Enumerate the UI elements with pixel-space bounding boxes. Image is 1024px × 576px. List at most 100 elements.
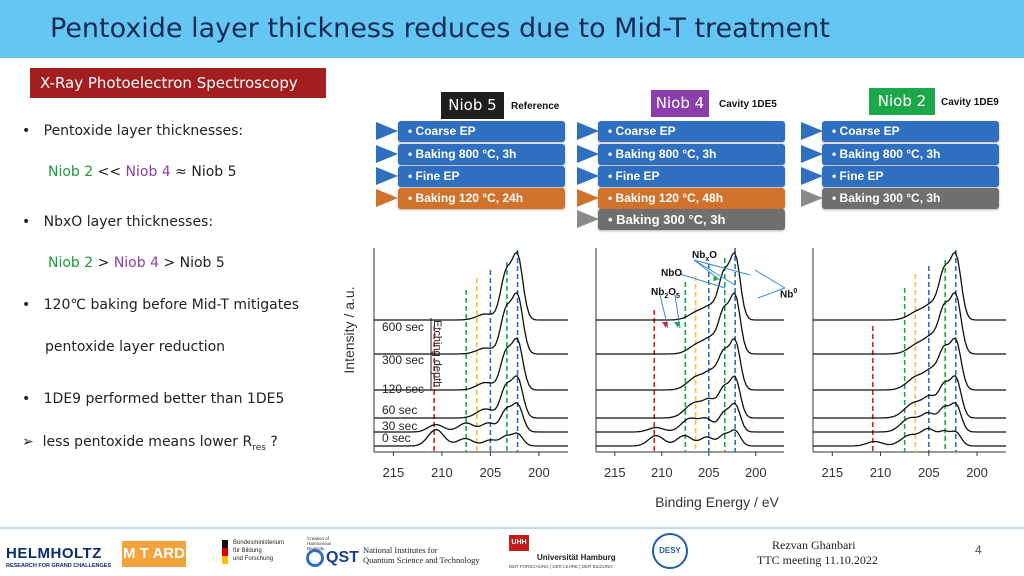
x-tick-label: 205 bbox=[480, 465, 502, 480]
step-arrow-icon bbox=[577, 189, 599, 207]
process-step-label: Baking 800 °C, 3h bbox=[839, 147, 941, 161]
etch-time-label: 300 sec bbox=[382, 353, 424, 367]
step-arrow-icon bbox=[376, 122, 398, 140]
bullet-rres: ➢ less pentoxide means lower Rres ? bbox=[22, 434, 278, 453]
step-arrow-icon bbox=[801, 189, 823, 207]
sample-label-0: Niob 5 bbox=[441, 92, 504, 119]
step-arrow-icon bbox=[376, 145, 398, 163]
uhh-logo-icon: UHH bbox=[509, 535, 529, 551]
footer-divider bbox=[0, 527, 1024, 529]
annotation-pointer bbox=[679, 273, 726, 289]
bullet-1de9: • 1DE9 performed better than 1DE5 bbox=[22, 391, 285, 407]
page-number: 4 bbox=[975, 543, 982, 557]
step-arrow-icon bbox=[577, 167, 599, 185]
x-tick-label: 210 bbox=[651, 465, 673, 480]
process-step-label: Coarse EP bbox=[415, 124, 476, 138]
sample-note-1: Cavity 1DE5 bbox=[719, 99, 777, 110]
bullet-baking-cont: pentoxide layer reduction bbox=[45, 339, 226, 355]
process-step-label: Baking 800 °C, 3h bbox=[415, 147, 517, 161]
process-step-label: Coarse EP bbox=[615, 124, 676, 138]
qst-tagline: Creation of Harmonious Diversity bbox=[307, 536, 332, 551]
spectrum-line bbox=[596, 337, 784, 391]
spectrum-line bbox=[374, 337, 568, 391]
process-step: • Coarse EP bbox=[598, 121, 785, 142]
sample-label-2: Niob 2 bbox=[869, 88, 935, 115]
bmbf-flag-icon bbox=[222, 540, 228, 564]
annotation-pointer bbox=[693, 259, 721, 281]
process-step-label: Coarse EP bbox=[839, 124, 900, 138]
process-step: • Fine EP bbox=[398, 166, 565, 187]
spectrum-line bbox=[813, 291, 1006, 355]
step-arrow-icon bbox=[376, 189, 398, 207]
spectrum-line bbox=[596, 429, 784, 447]
process-step-label: Baking 120 °C, 48h bbox=[615, 191, 724, 205]
helmholtz-logo: HELMHOLTZ bbox=[6, 545, 102, 562]
nb0-annotation: Nb0 bbox=[780, 288, 798, 301]
x-tick-label: 205 bbox=[918, 465, 940, 480]
process-step-label: Baking 300 °C, 3h bbox=[616, 212, 726, 227]
etch-time-label: 30 sec bbox=[382, 419, 417, 433]
spectrum-line bbox=[596, 251, 784, 321]
process-step-label: Fine EP bbox=[615, 169, 660, 183]
step-arrow-icon bbox=[801, 167, 823, 185]
uhh-tagline: DER FORSCHUNG | DER LEHRE | DER BILDUNG bbox=[509, 564, 613, 569]
bullet-baking: • 120℃ baking before Mid-T mitigates bbox=[22, 297, 300, 313]
step-arrow-icon bbox=[577, 210, 599, 228]
process-step: • Baking 800 °C, 3h bbox=[822, 144, 999, 165]
step-arrow-icon bbox=[376, 167, 398, 185]
uhh-logo: Universität Hamburg bbox=[537, 553, 616, 562]
process-step: • Fine EP bbox=[822, 166, 999, 187]
process-step-label: Baking 800 °C, 3h bbox=[615, 147, 717, 161]
process-step: • Baking 120 °C, 24h bbox=[398, 188, 565, 209]
bmbf-logo: Bundesministerium für Bildung und Forschun… bbox=[233, 540, 285, 562]
helmholtz-tagline: RESEARCH FOR GRAND CHALLENGES bbox=[6, 563, 112, 569]
spectrum-line bbox=[596, 291, 784, 355]
spectrum-line bbox=[813, 337, 1006, 391]
bullet-nbxo: • NbxO layer thicknesses: bbox=[22, 214, 214, 230]
nbo-annotation: NbO bbox=[661, 268, 683, 279]
process-step: • Baking 120 °C, 48h bbox=[598, 188, 785, 209]
process-step: • Fine EP bbox=[598, 166, 785, 187]
x-tick-label: 205 bbox=[698, 465, 720, 480]
annotation-arrow-icon bbox=[662, 322, 668, 328]
process-step: • Baking 300 °C, 3h bbox=[598, 209, 785, 230]
spectrum-line bbox=[374, 428, 568, 447]
author-name: Rezvan Ghanbari bbox=[772, 538, 856, 552]
x-tick-label: 200 bbox=[745, 465, 767, 480]
spectrum-line bbox=[813, 401, 1006, 433]
annotation-pointer bbox=[693, 259, 736, 286]
xps-chart: Intensity / a.u. Binding Energy / eV 215… bbox=[341, 248, 1006, 510]
x-tick-label: 200 bbox=[966, 465, 988, 480]
pentoxide-comparison: Niob 2 << Niob 4 ≈ Niob 5 bbox=[48, 164, 237, 180]
spectrum-line bbox=[813, 427, 1006, 447]
spectrum-line bbox=[813, 251, 1006, 321]
step-arrow-icon bbox=[577, 122, 599, 140]
qst-logo: QST bbox=[326, 549, 359, 566]
x-axis-label: Binding Energy / eV bbox=[655, 494, 779, 510]
spectrum-line bbox=[374, 402, 568, 433]
etch-time-label: 120 sec bbox=[382, 382, 424, 396]
process-step: • Coarse EP bbox=[398, 121, 565, 142]
nist-logo: National Institutes for Quantum Science a… bbox=[363, 545, 480, 565]
annotation-pointer bbox=[754, 269, 786, 289]
process-step: • Baking 800 °C, 3h bbox=[398, 144, 565, 165]
etch-time-label: 0 sec bbox=[382, 431, 411, 445]
sample-note-0: Reference bbox=[511, 101, 560, 112]
process-step-label: Baking 300 °C, 3h bbox=[839, 191, 941, 205]
process-step: • Coarse EP bbox=[822, 121, 999, 142]
annotation-pointer bbox=[757, 287, 786, 299]
nb2o5-annotation: Nb2O5 bbox=[651, 287, 680, 300]
spectrum-line bbox=[596, 402, 784, 433]
annotation-arrow-icon bbox=[713, 275, 718, 281]
x-tick-label: 210 bbox=[431, 465, 453, 480]
slide-title: Pentoxide layer thickness reduces due to… bbox=[50, 13, 830, 44]
mtard-logo: M T ARD bbox=[122, 541, 186, 567]
spectrum-line bbox=[374, 375, 568, 419]
spectrum-line bbox=[596, 375, 784, 419]
section-tag: X-Ray Photoelectron Spectroscopy bbox=[30, 68, 326, 98]
spectrum-line bbox=[374, 251, 568, 321]
sample-label-1: Niob 4 bbox=[651, 90, 709, 117]
annotation-pointer bbox=[693, 259, 751, 276]
y-axis-label: Intensity / a.u. bbox=[341, 286, 357, 373]
nbxo-annotation: NbxO bbox=[692, 250, 718, 263]
